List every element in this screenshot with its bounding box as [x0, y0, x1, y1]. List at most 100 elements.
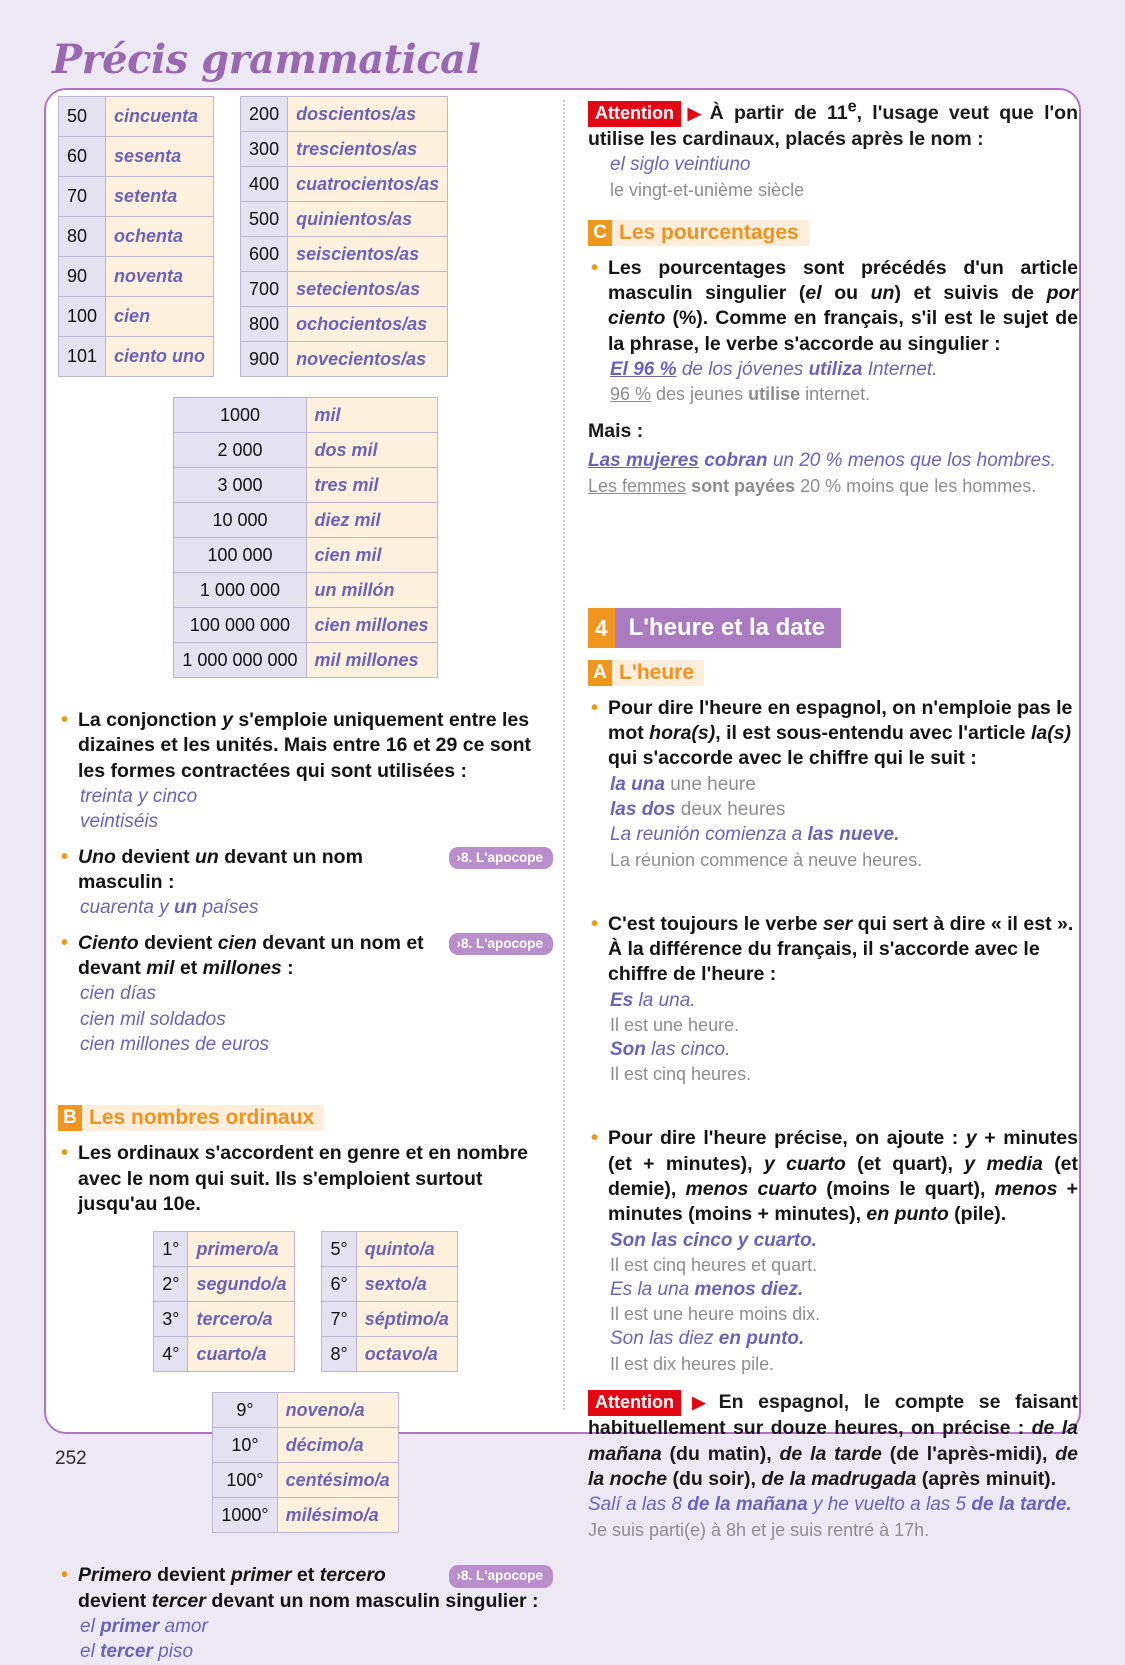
table-row: 500 quinientos/as [240, 201, 449, 237]
table-ordinals-5-8: 5° quinto/a 6° sexto/a 7° séptimo/a 8° octavo/a [321, 1231, 458, 1373]
attention-badge-2: Attention [588, 1389, 681, 1417]
subsection-c-letter: C [588, 219, 612, 246]
attention-mananas-text: En espagnol, le compte se faisant habitu… [588, 1390, 1079, 1490]
column-divider [563, 100, 565, 1410]
cell-number: 101 [57, 336, 107, 377]
cell-number: 100 000 000 [173, 607, 307, 643]
cell-number: 80 [57, 216, 107, 257]
rule-precise-time-text: Pour dire l'heure précise, on ajoute : y… [608, 1127, 1079, 1226]
table-row: 100 cien [57, 296, 215, 337]
example-sali-a-las-ocho: Salí a las 8 de la mañana y he vuelto a … [588, 1494, 1072, 1516]
example-veintiseis: veintiséis [80, 811, 159, 833]
apocope-tag-ciento[interactable]: ›8. L'apocope [448, 932, 553, 956]
cell-word: séptimo/a [355, 1301, 458, 1338]
cell-number: 100 [57, 296, 107, 337]
cell-word: mil [305, 397, 438, 433]
cell-word: doscientos/as [287, 96, 449, 132]
cell-number: 1 000 000 000 [173, 642, 307, 678]
table-row: 900 novecientos/as [240, 341, 449, 377]
cell-word: seiscientos/as [287, 236, 449, 272]
table-row: 600 seiscientos/as [240, 236, 449, 272]
cell-number: 500 [240, 201, 289, 237]
translation-el-96-porciento: 96 % des jeunes utilise internet. [610, 384, 871, 405]
table-row: 1 000 000 un millón [173, 572, 438, 608]
apocope-tag-primero[interactable]: ›8. L'apocope [448, 1565, 553, 1588]
cell-number: 3 000 [173, 467, 307, 503]
table-ordinals-1-4-body: 1° primero/a 2° segundo/a 3° tercero/a 4° cuart… [153, 1231, 296, 1373]
cell-word: cuarto/a [187, 1336, 296, 1373]
rule-ser: C'est toujours le verbe ser qui sert à d… [588, 911, 1078, 988]
example-la-reunion: La reunión comienza a las nueve. [610, 824, 900, 846]
cell-number: 6° [321, 1266, 357, 1303]
table-ordinals-1-4: 1° primero/a 2° segundo/a 3° tercero/a 4° cuart… [153, 1231, 296, 1373]
table-row: 90 noventa [57, 256, 215, 297]
apocope-tag-uno[interactable]: ›8. L'apocope [448, 846, 553, 870]
cell-number: 400 [240, 166, 289, 202]
table-row: 70 setenta [57, 176, 215, 217]
table-row: 5° quinto/a [321, 1231, 458, 1268]
cell-number: 60 [57, 136, 107, 177]
table-tens: 50 cincuenta 60 sesenta 70 setenta 80 ochenta 90… [57, 96, 215, 377]
cell-number: 9° [212, 1392, 278, 1429]
example-son-las-cinco-y-cuarto: Son las cinco y cuarto. [610, 1229, 817, 1251]
table-ordinals-5-8-body: 5° quinto/a 6° sexto/a 7° séptimo/a 8° octavo/a [321, 1231, 458, 1373]
rule-uno: ›8. L'apocope Uno devient un devant un n… [58, 844, 553, 896]
example-la-una: la una une heure [610, 773, 756, 795]
rule-ciento: ›8. L'apocope Ciento devient cien devant… [58, 930, 553, 982]
example-el-tercer-piso: el tercer piso [80, 1641, 194, 1663]
table-thousands-body: 1000 mil 2 000 dos mil 3 000 tres mil 10 000 di… [173, 397, 438, 678]
cell-number: 5° [321, 1231, 357, 1268]
cell-number: 900 [240, 341, 289, 377]
cell-word: centésimo/a [276, 1462, 399, 1499]
cell-word: setenta [105, 176, 215, 217]
attention-arrow-icon-2: ▶ [682, 1392, 715, 1412]
rule-percentages-text: Les pourcentages sont précédés d'un arti… [608, 256, 1078, 355]
cell-word: cien millones [305, 607, 438, 643]
rule-uno-text: Uno devient un devant un nom masculin : [78, 845, 363, 893]
example-son-las-cinco: Son las cinco. [610, 1039, 731, 1061]
table-row: 6° sexto/a [321, 1266, 458, 1303]
cell-word: cien mil [305, 537, 438, 573]
cell-number: 200 [240, 96, 289, 132]
table-row: 80 ochenta [57, 216, 215, 257]
table-row: 700 setecientos/as [240, 271, 449, 307]
table-thousands: 1000 mil 2 000 dos mil 3 000 tres mil 10 000 di… [173, 397, 438, 678]
cell-word: octavo/a [355, 1336, 458, 1373]
cell-word: quinientos/as [287, 201, 449, 237]
cell-word: ochocientos/as [287, 306, 449, 342]
table-row: 1 000 000 000 mil millones [173, 642, 438, 678]
attention-block-mananas: Attention ▶ En espagnol, le compte se fais… [588, 1389, 1079, 1492]
left-column: 50 cincuenta 60 sesenta 70 setenta 80 ochenta 90… [57, 96, 553, 1665]
cell-word: quinto/a [355, 1231, 458, 1268]
cell-word: tres mil [305, 467, 438, 503]
cell-word: setecientos/as [287, 271, 449, 307]
cell-number: 3° [153, 1301, 189, 1338]
table-ordinals-big-body: 9° noveno/a 10° décimo/a 100° centésimo/a 1000… [212, 1392, 399, 1534]
translation-el-siglo-veintiuno: le vingt-et-unième siècle [610, 179, 805, 200]
rule-hora-text: Pour dire l'heure en espagnol, on n'empl… [608, 696, 1073, 770]
subsection-a-heading: A L'heure [588, 659, 705, 686]
cell-word: ciento uno [105, 336, 215, 377]
rule-conjunction-y: La conjonction y s'emploie uniquement en… [58, 707, 553, 784]
table-hundreds: 200 doscientos/as 300 trescientos/as 400 cuat… [240, 96, 449, 377]
cell-number: 2 000 [173, 432, 307, 468]
subsection-b-heading: B Les nombres ordinaux [58, 1105, 325, 1132]
cell-word: mil millones [305, 642, 438, 678]
cell-number: 100° [212, 1462, 278, 1499]
example-cien-millones-de-euros: cien millones de euros [80, 1033, 270, 1055]
subsection-a-letter: A [588, 659, 612, 686]
translation-las-mujeres: Les femmes sont payées 20 % moins que le… [588, 475, 1037, 496]
cell-word: sexto/a [355, 1266, 458, 1303]
cell-word: primero/a [187, 1231, 296, 1268]
example-es-la-una: Es la una. [610, 989, 696, 1011]
table-row: 400 cuatrocientos/as [240, 166, 449, 202]
section-4-heading: 4 L'heure et la date [588, 607, 841, 648]
translation-la-reunion: La réunion commence à neuve heures. [610, 849, 923, 870]
table-row: 100 000 000 cien millones [173, 607, 438, 643]
table-tens-body: 50 cincuenta 60 sesenta 70 setenta 80 ochenta 90… [57, 96, 215, 377]
table-ordinals-big: 9° noveno/a 10° décimo/a 100° centésimo/a 1000… [212, 1392, 399, 1534]
translation-son-las-cinco-y-cuarto: Il est cinq heures et quart. [610, 1255, 818, 1276]
example-el-primer-amor: el primer amor [80, 1616, 208, 1637]
cell-number: 90 [57, 256, 107, 297]
example-son-las-diez-en-punto: Son las diez en punto. [610, 1328, 805, 1350]
